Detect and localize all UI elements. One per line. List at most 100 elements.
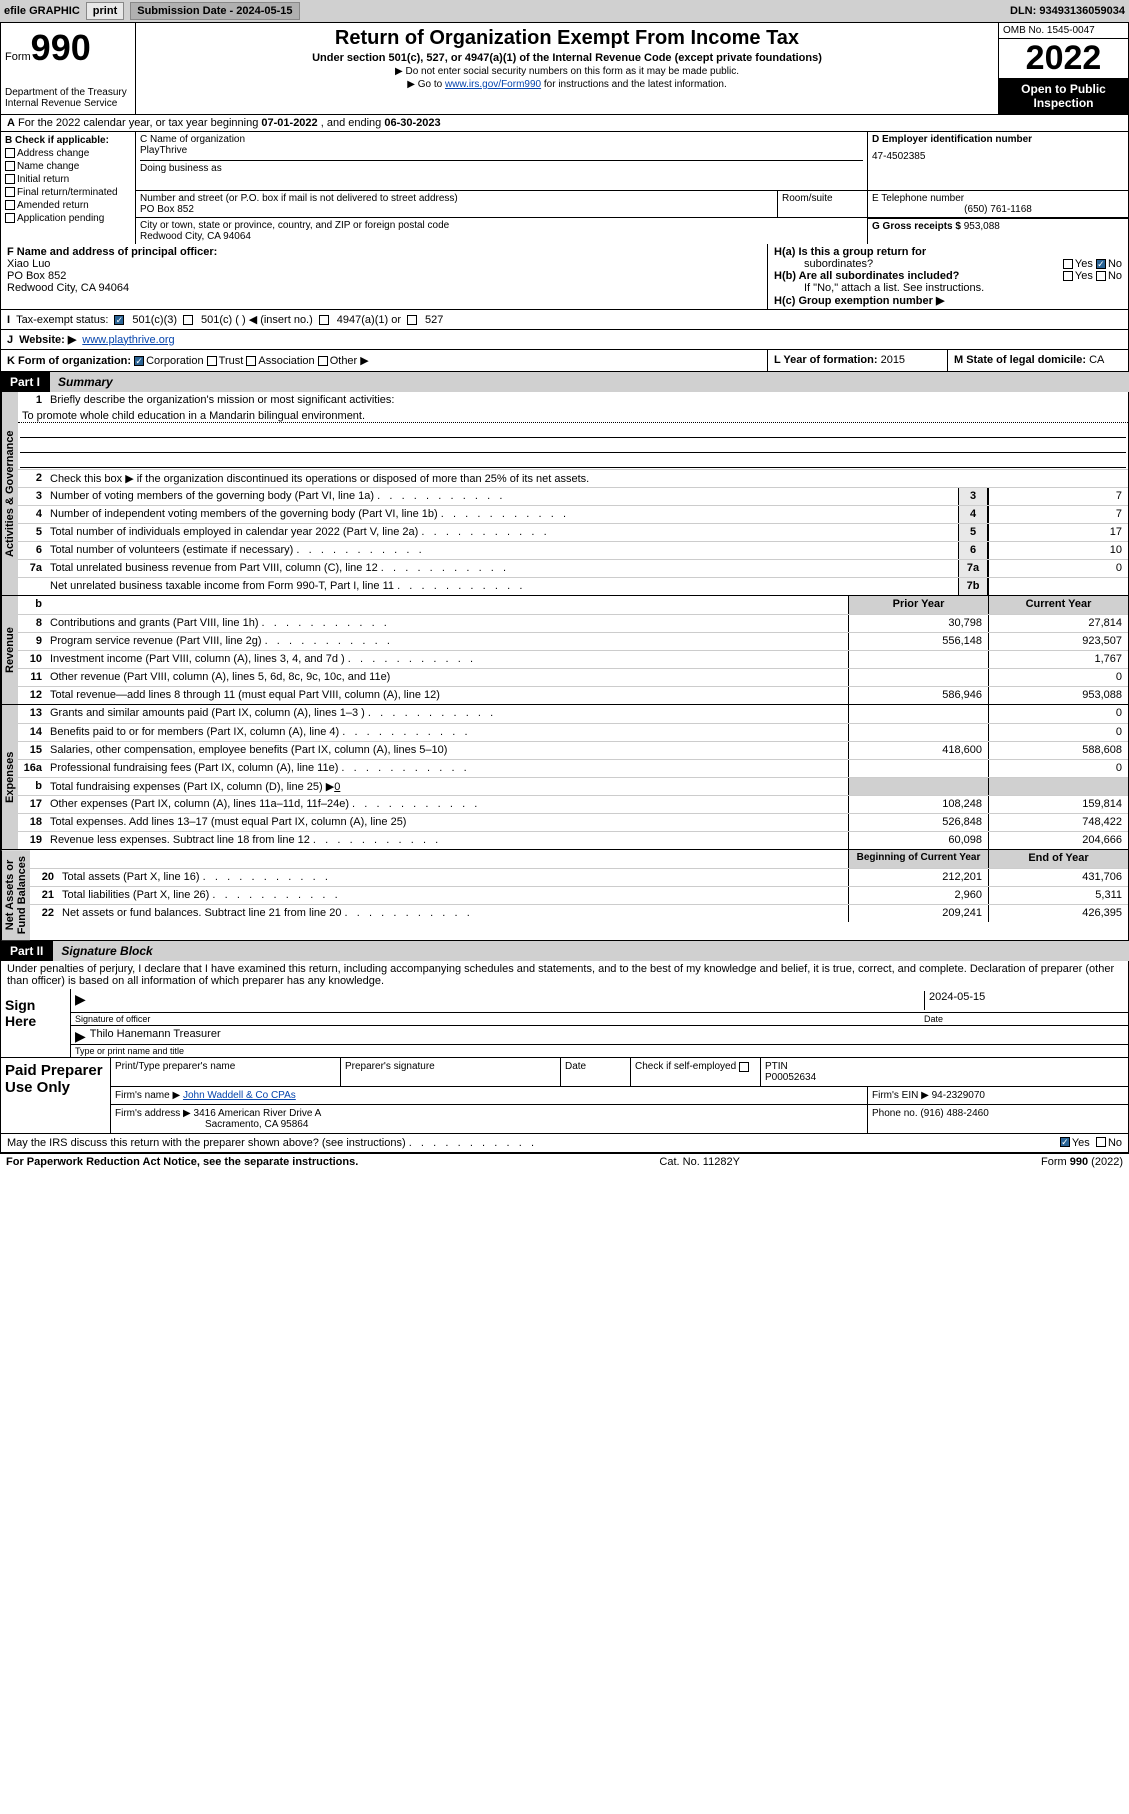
year-formation: 2015 bbox=[881, 354, 905, 366]
street-value: PO Box 852 bbox=[140, 204, 773, 215]
vlabel-net: Net Assets or Fund Balances bbox=[1, 850, 30, 940]
col-b-checkboxes: B Check if applicable: Address change Na… bbox=[1, 132, 136, 244]
chk-discuss-yes[interactable] bbox=[1060, 1137, 1070, 1147]
part-2-header: Part II Signature Block bbox=[0, 941, 1129, 961]
penalty-text: Under penalties of perjury, I declare th… bbox=[0, 961, 1129, 989]
chk-discuss-no[interactable] bbox=[1096, 1137, 1106, 1147]
irs-label: Internal Revenue Service bbox=[5, 98, 131, 109]
chk-corp[interactable] bbox=[134, 356, 144, 366]
chk-ha-no[interactable] bbox=[1096, 259, 1106, 269]
row-j-website: J Website: ▶ www.playthrive.org bbox=[0, 330, 1129, 350]
open-public: Open to Public Inspection bbox=[999, 78, 1128, 114]
submission-date: Submission Date - 2024-05-15 bbox=[130, 2, 299, 20]
form-title: Return of Organization Exempt From Incom… bbox=[140, 27, 994, 50]
paid-prep-label: Paid Preparer Use Only bbox=[1, 1058, 111, 1133]
firm-phone: (916) 488-2460 bbox=[920, 1108, 988, 1119]
chk-amended[interactable] bbox=[5, 200, 15, 210]
row-f-h: F Name and address of principal officer:… bbox=[0, 244, 1129, 310]
chk-initial[interactable] bbox=[5, 174, 15, 184]
vlabel-activities: Activities & Governance bbox=[1, 392, 18, 595]
officer-label: F Name and address of principal officer: bbox=[7, 246, 217, 258]
instr-2: ▶ Go to www.irs.gov/Form990 for instruct… bbox=[140, 79, 994, 90]
col-begin: Beginning of Current Year bbox=[848, 850, 988, 868]
city-value: Redwood City, CA 94064 bbox=[140, 231, 863, 242]
form-number: 990 bbox=[31, 27, 91, 68]
section-expenses: Expenses 13Grants and similar amounts pa… bbox=[0, 705, 1129, 850]
officer-name: Xiao Luo bbox=[7, 258, 50, 270]
ptin-value: P00052634 bbox=[765, 1072, 816, 1083]
row-k-l-m: K Form of organization: Corporation Trus… bbox=[0, 350, 1129, 372]
tel-label: E Telephone number bbox=[872, 193, 1124, 204]
chk-501c3[interactable] bbox=[114, 315, 124, 325]
org-name: PlayThrive bbox=[140, 145, 863, 156]
chk-self-emp[interactable] bbox=[739, 1062, 749, 1072]
sign-here-label: Sign Here bbox=[1, 989, 71, 1057]
val-7b bbox=[988, 578, 1128, 595]
firm-name-link[interactable]: John Waddell & Co CPAs bbox=[183, 1090, 296, 1101]
block-b-c-d-e: B Check if applicable: Address change Na… bbox=[0, 132, 1129, 244]
form-header: Form990 Department of the Treasury Inter… bbox=[0, 22, 1129, 115]
gross-value: 953,088 bbox=[964, 221, 1000, 232]
val-7a: 0 bbox=[988, 560, 1128, 577]
col-end: End of Year bbox=[988, 850, 1128, 868]
paid-preparer-block: Paid Preparer Use Only Print/Type prepar… bbox=[1, 1057, 1128, 1133]
ein-label: D Employer identification number bbox=[872, 134, 1032, 145]
signature-block: Sign Here ▶2024-05-15 Signature of offic… bbox=[0, 989, 1129, 1153]
chk-527[interactable] bbox=[407, 315, 417, 325]
arrow-icon: ▶ bbox=[75, 1028, 86, 1042]
room-label: Room/suite bbox=[778, 191, 868, 217]
city-label: City or town, state or province, country… bbox=[140, 220, 863, 231]
val-5: 17 bbox=[988, 524, 1128, 541]
chk-hb-yes[interactable] bbox=[1063, 271, 1073, 281]
footer-left: For Paperwork Reduction Act Notice, see … bbox=[6, 1156, 358, 1168]
chk-app-pending[interactable] bbox=[5, 213, 15, 223]
chk-assoc[interactable] bbox=[246, 356, 256, 366]
chk-name[interactable] bbox=[5, 161, 15, 171]
top-toolbar: efile GRAPHIC print Submission Date - 20… bbox=[0, 0, 1129, 22]
dba-label: Doing business as bbox=[140, 160, 863, 174]
chk-hb-no[interactable] bbox=[1096, 271, 1106, 281]
officer-addr1: PO Box 852 bbox=[7, 270, 66, 282]
chk-501c[interactable] bbox=[183, 315, 193, 325]
dln-label: DLN: 93493136059034 bbox=[1010, 5, 1125, 17]
org-name-label: C Name of organization bbox=[140, 134, 863, 145]
tel-value: (650) 761-1168 bbox=[872, 204, 1124, 215]
arrow-icon: ▶ bbox=[75, 991, 86, 1010]
vlabel-revenue: Revenue bbox=[1, 596, 18, 704]
omb-number: OMB No. 1545-0047 bbox=[999, 23, 1128, 39]
irs-link[interactable]: www.irs.gov/Form990 bbox=[445, 79, 541, 90]
footer-right: Form 990 (2022) bbox=[1041, 1156, 1123, 1168]
vlabel-expenses: Expenses bbox=[1, 705, 18, 849]
chk-trust[interactable] bbox=[207, 356, 217, 366]
hc-label: H(c) Group exemption number ▶ bbox=[774, 295, 944, 307]
chk-address[interactable] bbox=[5, 148, 15, 158]
section-net-assets: Net Assets or Fund Balances Beginning of… bbox=[0, 850, 1129, 941]
print-button[interactable]: print bbox=[86, 2, 124, 20]
mission-text: To promote whole child education in a Ma… bbox=[18, 410, 1128, 423]
state-domicile: CA bbox=[1089, 354, 1104, 366]
chk-4947[interactable] bbox=[319, 315, 329, 325]
chk-final[interactable] bbox=[5, 187, 15, 197]
sign-date: 2024-05-15 bbox=[924, 991, 1124, 1010]
col-current: Current Year bbox=[988, 596, 1128, 614]
discuss-row: May the IRS discuss this return with the… bbox=[1, 1133, 1128, 1152]
page-footer: For Paperwork Reduction Act Notice, see … bbox=[0, 1153, 1129, 1170]
row-a-tax-year: A For the 2022 calendar year, or tax yea… bbox=[0, 115, 1129, 132]
officer-sig-name: Thilo Hanemann Treasurer bbox=[90, 1028, 221, 1042]
footer-mid: Cat. No. 11282Y bbox=[659, 1156, 740, 1168]
row-i-tax-status: I Tax-exempt status: 501(c)(3) 501(c) ( … bbox=[0, 310, 1129, 330]
firm-ein: 94-2329070 bbox=[932, 1090, 985, 1101]
val-6: 10 bbox=[988, 542, 1128, 559]
part-1-header: Part I Summary bbox=[0, 372, 1129, 392]
chk-other[interactable] bbox=[318, 356, 328, 366]
firm-addr: 3416 American River Drive A bbox=[194, 1108, 322, 1119]
form-subtitle: Under section 501(c), 527, or 4947(a)(1)… bbox=[140, 52, 994, 64]
ein-value: 47-4502385 bbox=[872, 151, 1124, 162]
officer-addr2: Redwood City, CA 94064 bbox=[7, 282, 129, 294]
val-3: 7 bbox=[988, 488, 1128, 505]
chk-ha-yes[interactable] bbox=[1063, 259, 1073, 269]
col-prior: Prior Year bbox=[848, 596, 988, 614]
instr-1: ▶ Do not enter social security numbers o… bbox=[140, 66, 994, 77]
website-link[interactable]: www.playthrive.org bbox=[82, 334, 174, 346]
efile-label: efile GRAPHIC bbox=[4, 5, 80, 17]
